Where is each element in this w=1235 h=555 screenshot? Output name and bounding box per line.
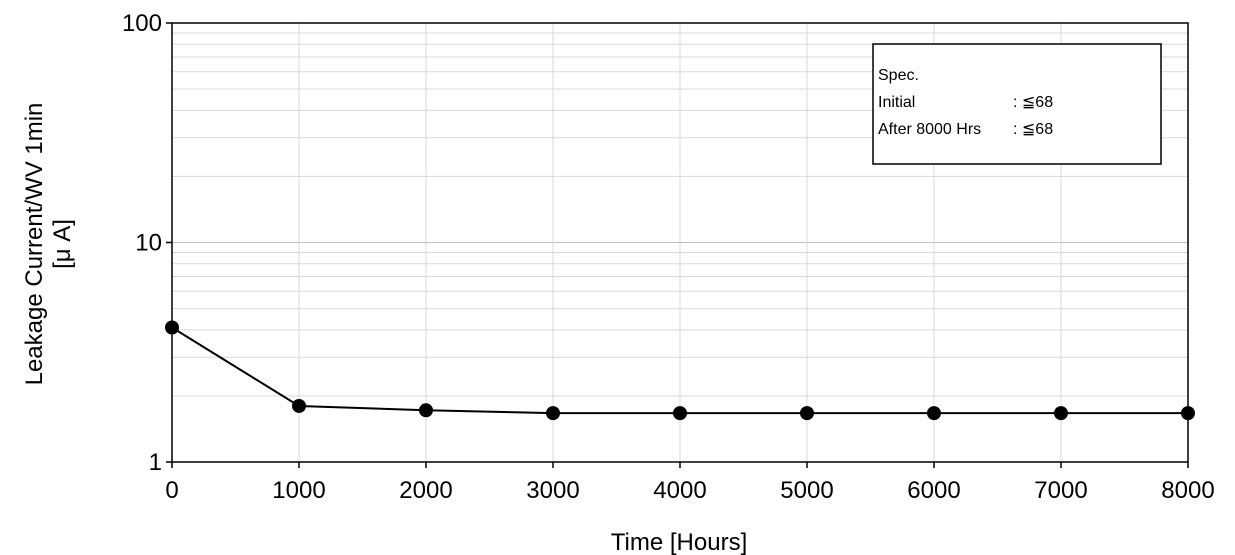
spec-box-frame xyxy=(872,43,1162,165)
spec-after-value: : ≦68 xyxy=(1013,121,1053,138)
spec-annotation-box: Spec. Initial : ≦68 After 8000 Hrs : ≦68 xyxy=(872,43,1162,165)
x-tick-label: 2000 xyxy=(399,477,452,504)
x-axis-ticks: 0 1000 2000 3000 4000 5000 6000 7000 8000 xyxy=(165,462,1215,504)
x-tick-label: 3000 xyxy=(526,477,579,504)
y-tick-label: 100 xyxy=(122,10,162,37)
y-tick-label: 1 xyxy=(149,449,162,476)
data-point xyxy=(1054,406,1068,421)
x-tick-label: 4000 xyxy=(653,477,706,504)
y-axis-title-line2: [μ A] xyxy=(49,219,76,269)
data-point xyxy=(1181,406,1195,421)
x-tick-label: 1000 xyxy=(272,477,325,504)
spec-initial-label: Initial xyxy=(878,94,915,111)
x-tick-label: 7000 xyxy=(1034,477,1087,504)
x-tick-label: 6000 xyxy=(907,477,960,504)
x-tick-label: 8000 xyxy=(1161,477,1214,504)
series-layer xyxy=(165,320,1195,421)
y-axis-title-line1: Leakage Current/WV 1min xyxy=(21,103,48,386)
y-axis-ticks: 1 10 100 xyxy=(122,10,172,476)
data-point xyxy=(800,406,814,421)
data-point xyxy=(673,406,687,421)
data-point xyxy=(546,406,560,421)
data-point xyxy=(927,406,941,421)
spec-after-label: After 8000 Hrs xyxy=(878,121,981,138)
data-point xyxy=(419,403,433,418)
data-point xyxy=(292,398,306,413)
x-tick-label: 5000 xyxy=(780,477,833,504)
data-point xyxy=(165,320,179,335)
x-axis-title: Time [Hours] xyxy=(611,529,747,555)
spec-initial-value: : ≦68 xyxy=(1013,94,1053,111)
spec-title: Spec. xyxy=(878,67,919,84)
x-tick-label: 0 xyxy=(165,477,178,504)
y-axis-title: Leakage Current/WV 1min [μ A] xyxy=(21,103,76,386)
y-tick-label: 10 xyxy=(135,230,162,257)
